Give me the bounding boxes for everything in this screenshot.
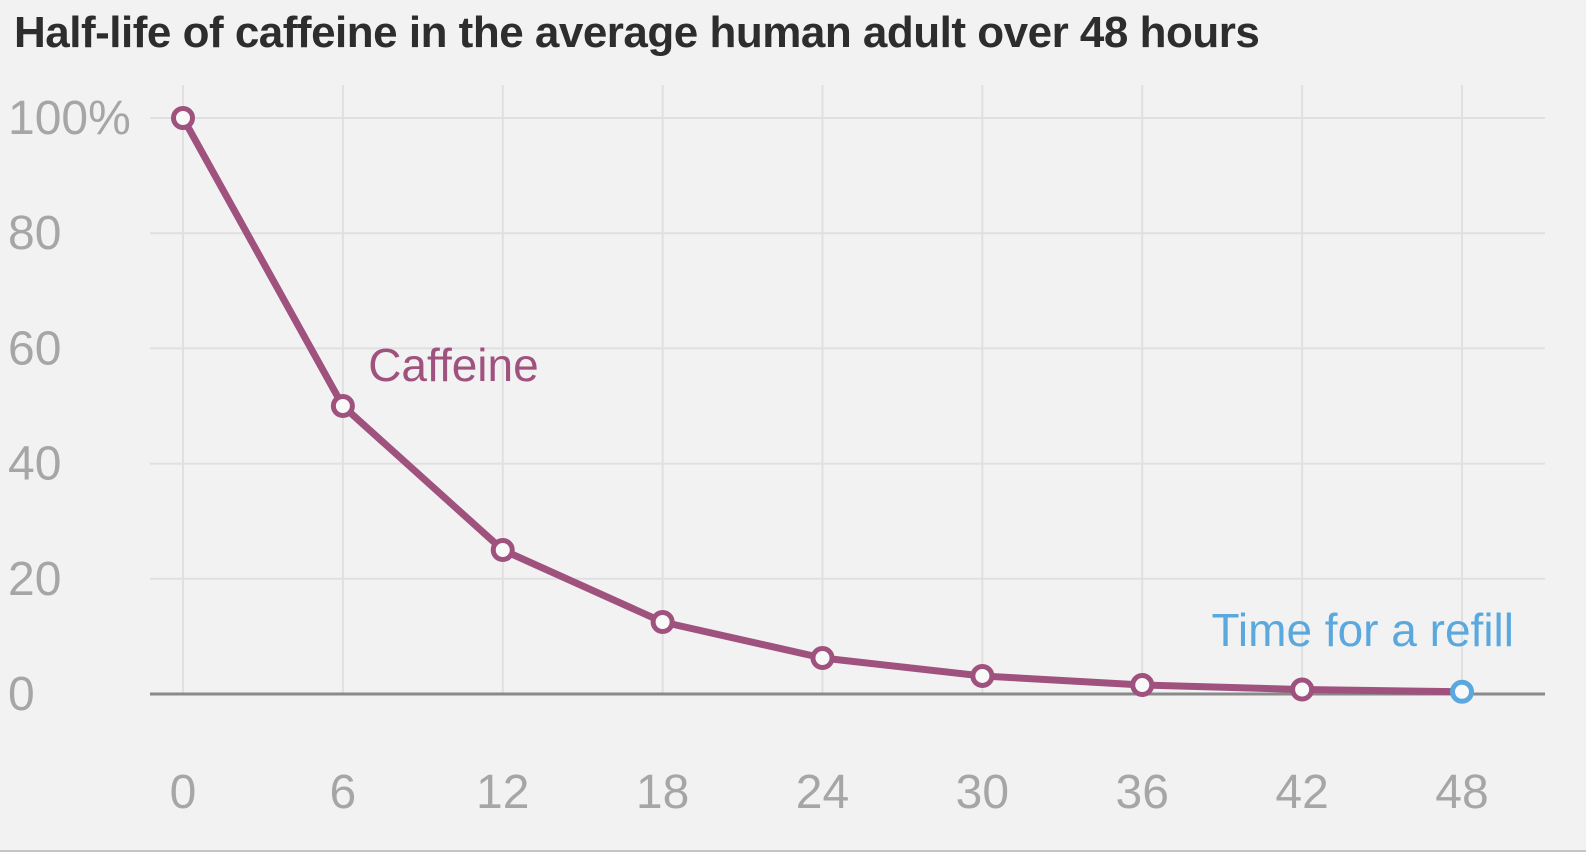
x-tick-label: 36 <box>1116 766 1169 819</box>
data-point-marker <box>1130 673 1155 698</box>
y-tick-label: 60 <box>8 322 61 375</box>
x-tick-label: 12 <box>476 766 529 819</box>
data-point-marker <box>171 106 195 130</box>
x-tick-label: 48 <box>1435 766 1488 819</box>
chart-title: Half-life of caffeine in the average hum… <box>14 8 1260 57</box>
x-tick-label: 18 <box>636 766 689 819</box>
data-point-marker <box>650 610 675 634</box>
y-tick-label: 100% <box>8 92 131 145</box>
data-point-marker <box>970 663 995 688</box>
x-tick-label: 6 <box>330 766 357 819</box>
refill-point-marker <box>1450 679 1474 704</box>
data-point-marker <box>1290 677 1315 702</box>
data-point-marker <box>490 538 515 562</box>
data-point-marker <box>810 646 835 670</box>
x-tick-label: 30 <box>956 766 1009 819</box>
y-tick-label: 40 <box>8 438 61 491</box>
y-tick-label: 20 <box>8 553 61 606</box>
data-point-marker <box>330 394 355 418</box>
x-tick-label: 42 <box>1275 766 1328 819</box>
x-tick-label: 0 <box>170 766 197 819</box>
y-tick-label: 0 <box>8 668 35 721</box>
y-tick-label: 80 <box>8 207 61 260</box>
caffeine-series-label: Caffeine <box>368 339 539 391</box>
refill-annotation-label: Time for a refill <box>1212 604 1514 656</box>
x-tick-label: 24 <box>796 766 849 819</box>
